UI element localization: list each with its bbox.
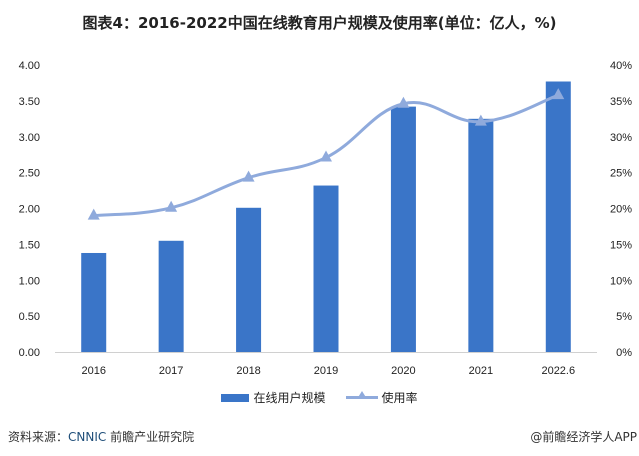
y-right-tick-label: 35%: [610, 96, 632, 108]
line-marker: [87, 208, 100, 220]
source-rest: 前瞻产业研究院: [106, 430, 195, 444]
y-right-tick-label: 5%: [616, 311, 632, 323]
bar: [468, 118, 494, 352]
triangle-marker-icon: [356, 391, 367, 399]
x-tick-label: 2022.6: [541, 365, 575, 377]
y-left-tick-label: 4.00: [19, 60, 40, 72]
y-right-tick-label: 25%: [610, 168, 632, 180]
bar: [81, 252, 107, 352]
y-left-tick-label: 3.50: [19, 96, 40, 108]
brand-credit: @前瞻经济学人APP: [530, 430, 637, 444]
line-marker: [474, 114, 487, 126]
y-right-tick-label: 0%: [616, 347, 632, 359]
line-marker: [552, 88, 565, 100]
y-left-tick-label: 1.50: [19, 239, 40, 251]
bar: [545, 81, 571, 352]
line-marker: [242, 170, 255, 182]
line-marker: [320, 150, 332, 162]
y-right-tick-label: 15%: [610, 239, 632, 251]
x-tick-label: 2020: [391, 365, 415, 377]
legend-label-bar: 在线用户规模: [253, 391, 326, 405]
line-marker: [165, 200, 178, 212]
x-tick-label: 2018: [236, 365, 260, 377]
source-note: 资料来源：CNNIC 前瞻产业研究院: [8, 428, 194, 445]
x-tick-label: 2019: [314, 365, 338, 377]
legend-label-line: 使用率: [381, 391, 418, 405]
bar: [313, 185, 339, 352]
y-left-tick-label: 1.00: [19, 275, 40, 287]
y-right-tick-label: 40%: [610, 60, 632, 72]
source-org: CNNIC: [68, 430, 107, 444]
bar: [158, 240, 184, 352]
x-tick-label: 2017: [159, 365, 183, 377]
legend-swatch-line: [345, 391, 378, 399]
bar: [390, 106, 416, 353]
y-left-tick-label: 3.00: [19, 132, 40, 144]
line-marker: [397, 96, 410, 108]
y-right-tick-label: 30%: [610, 132, 632, 144]
y-left-tick-label: 2.50: [19, 168, 40, 180]
chart-title: 图表4：2016-2022中国在线教育用户规模及使用率(单位：亿人，%): [82, 14, 557, 32]
source-label: 资料来源：: [8, 430, 69, 444]
x-tick-label: 2016: [81, 365, 105, 377]
x-tick-label: 2021: [469, 365, 493, 377]
y-left-tick-label: 2.00: [19, 204, 40, 216]
legend-swatch-bar: [221, 393, 250, 402]
y-right-tick-label: 10%: [610, 275, 632, 287]
y-left-tick-label: 0.00: [19, 347, 40, 359]
y-left-tick-label: 0.50: [19, 311, 40, 323]
bar: [236, 207, 262, 352]
y-right-tick-label: 20%: [610, 204, 632, 216]
legend: 在线用户规模 使用率: [0, 389, 639, 406]
